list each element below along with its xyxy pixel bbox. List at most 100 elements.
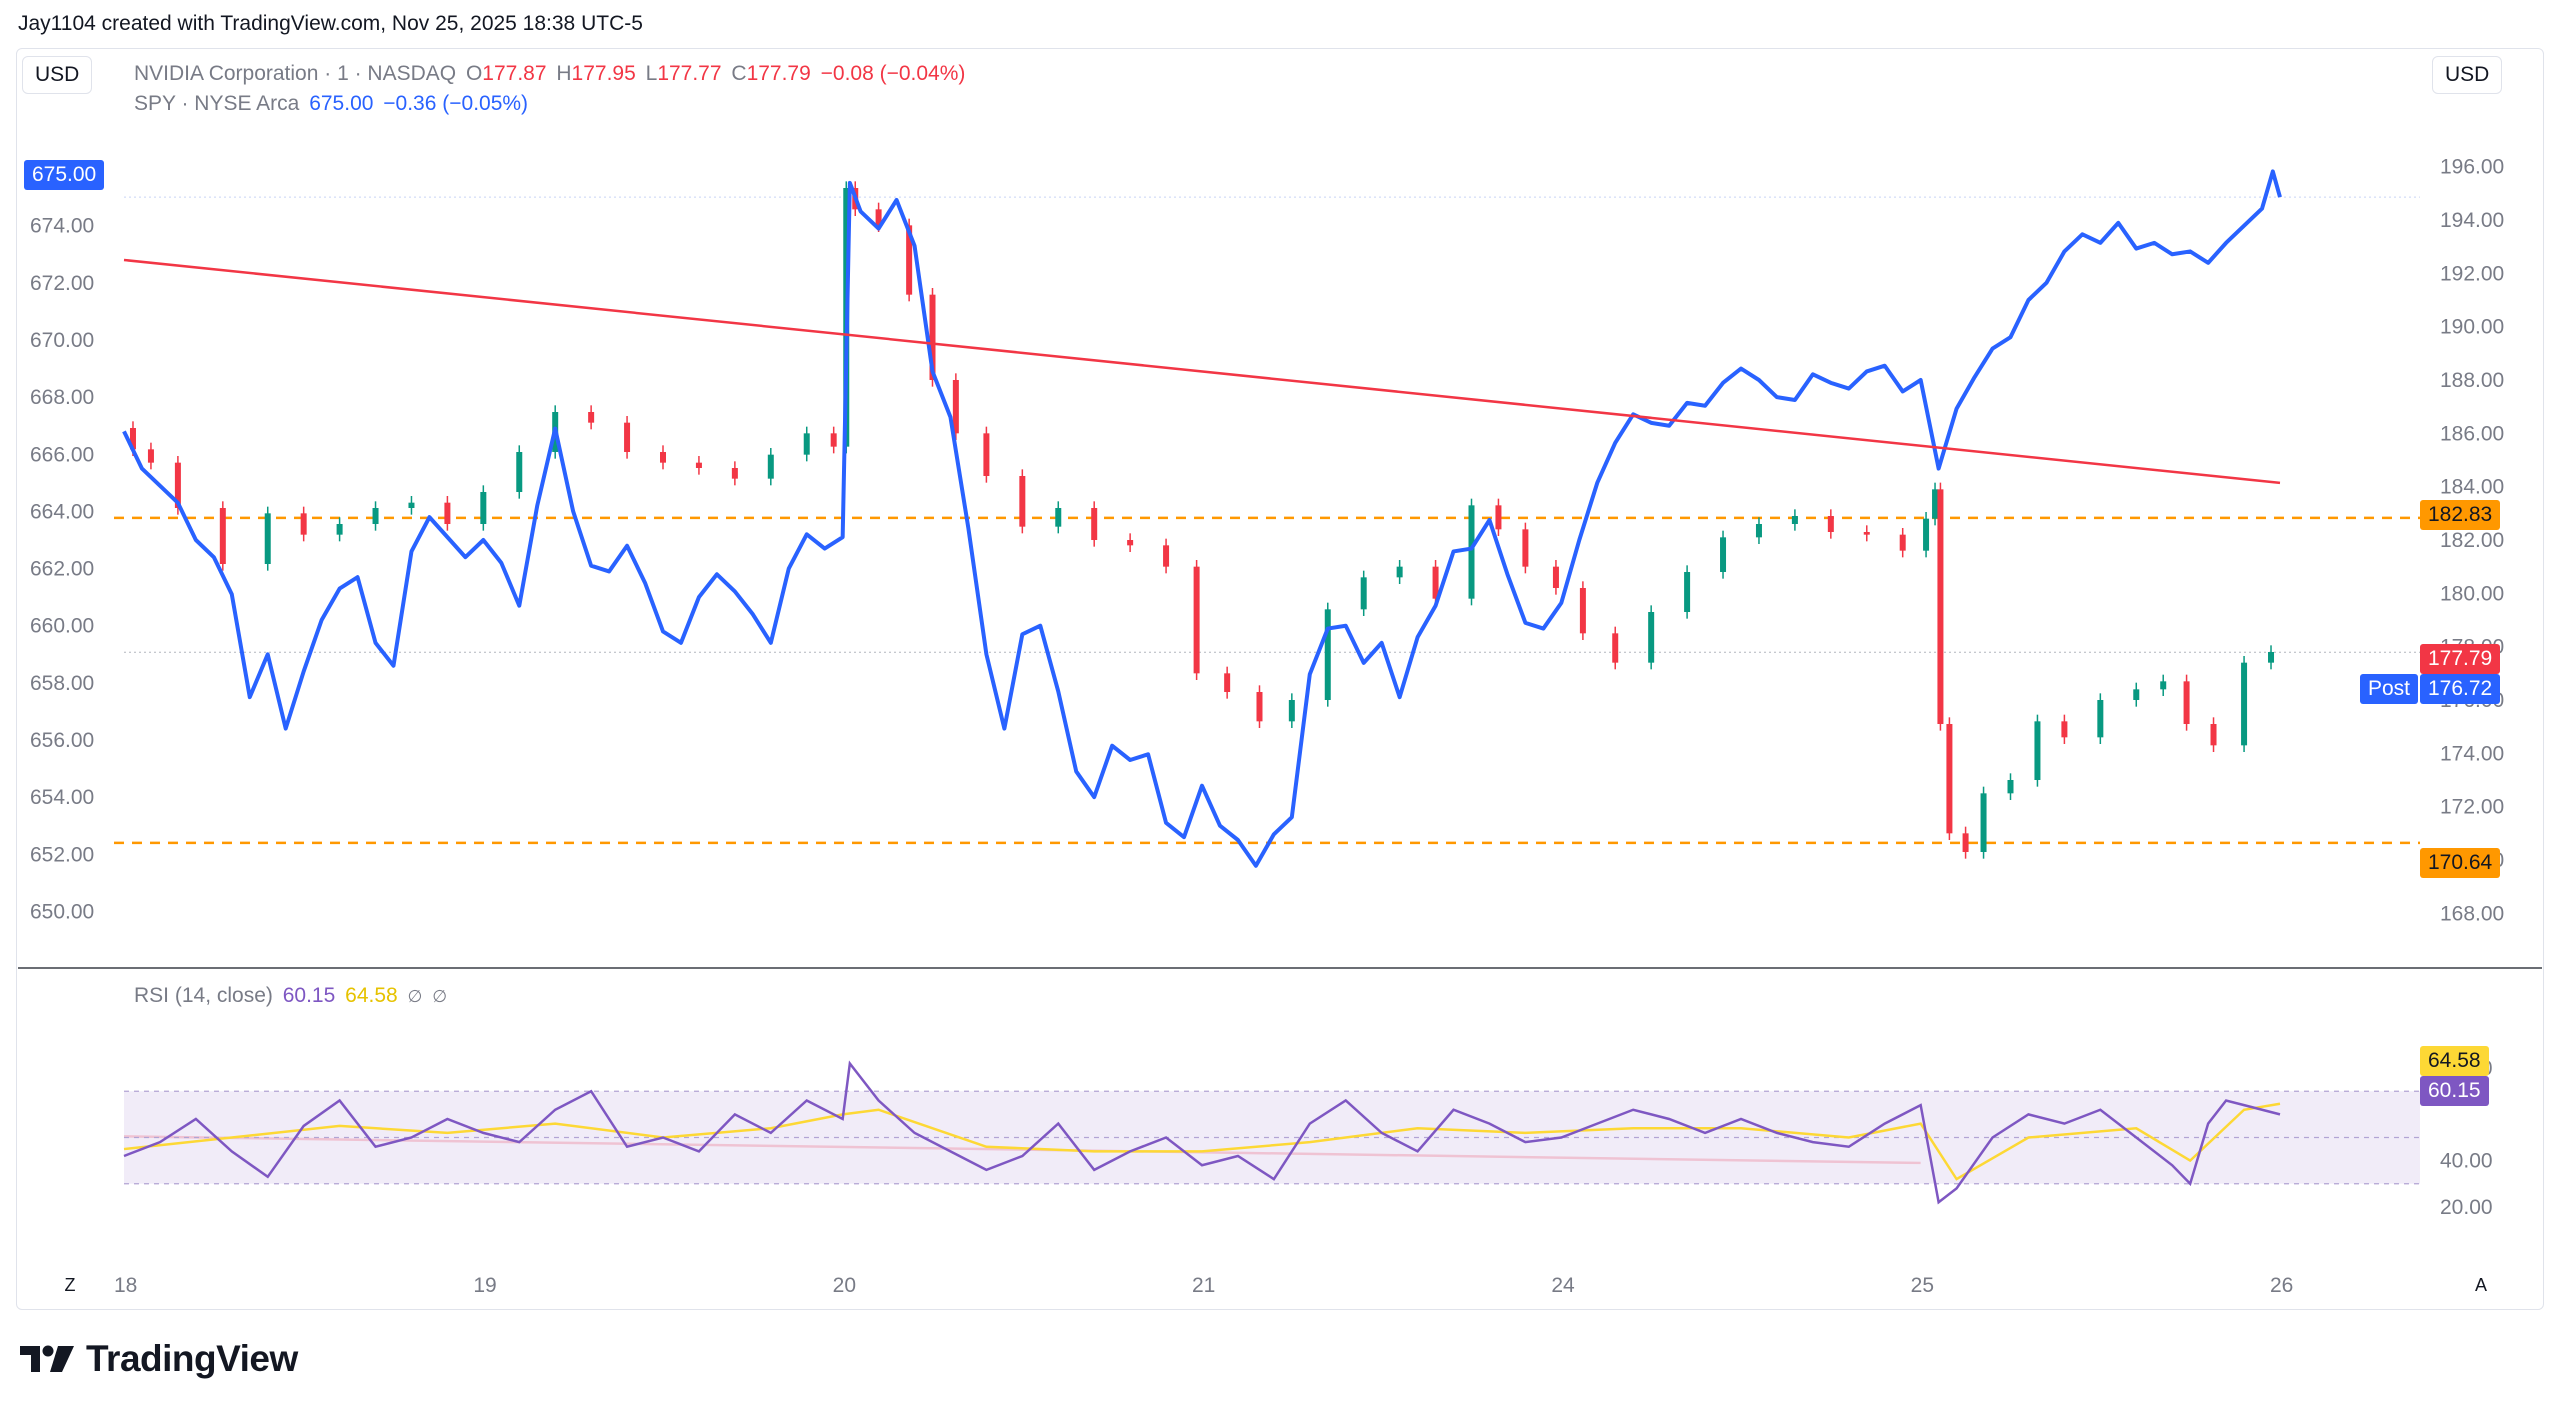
left-axis-tick-label: 664.00 [30, 500, 94, 523]
right-axis-tick-label: 168.00 [2440, 902, 2504, 925]
left-axis-tick-label: 654.00 [30, 786, 94, 809]
nvda-candle-body [372, 508, 379, 524]
high-value: 177.95 [571, 62, 636, 85]
nvda-candle-body [1946, 724, 1953, 834]
left-axis-tick-label: 662.00 [30, 558, 94, 581]
currency-left-button[interactable]: USD [22, 56, 93, 94]
nvda-candle-body [1863, 532, 1870, 535]
rsi-layer [123, 1060, 2420, 1205]
nvda-candle-body [2034, 721, 2041, 780]
nvda-candle-body [830, 433, 837, 447]
nvda-candle-body [2061, 721, 2068, 738]
nvda-candle-body [1827, 516, 1834, 532]
nvda-candle-body [660, 452, 666, 463]
right-axis-tick-label: 194.00 [2440, 209, 2504, 232]
x-axis-tick-label: 26 [2270, 1274, 2293, 1297]
nvda-candle-body [1980, 793, 1987, 852]
nvda-candle-body [1468, 505, 1475, 599]
rsi-value-tag: 60.15 [2420, 1076, 2489, 1106]
open-value: 177.87 [482, 62, 547, 85]
nvda-candle-body [147, 449, 154, 463]
nvda-candle-body [1937, 489, 1944, 724]
nvda-candle-body [1163, 545, 1170, 567]
nvda-candle-body [1224, 673, 1231, 692]
low-value: 177.77 [657, 62, 722, 85]
nvda-candle-body [516, 452, 523, 492]
nvda-candle-body [129, 428, 136, 450]
compare-value: 675.00 [309, 92, 374, 115]
nvda-candle-body [444, 502, 451, 524]
nvda-candle-body [1324, 609, 1331, 700]
nvda-candle-body [588, 412, 595, 423]
low-label: L [645, 62, 658, 85]
rsi-line [123, 1060, 2281, 1205]
rsi-extra-1: ∅ [407, 987, 423, 1006]
rsi-ma-value: 64.58 [345, 984, 398, 1007]
nvda-candle-body [408, 502, 415, 508]
nvda-candle-body [1396, 566, 1403, 578]
nvda-candle-body [1579, 588, 1586, 634]
x-axis-tick-label: 25 [1911, 1274, 1934, 1297]
nvda-candle-body [2268, 652, 2275, 663]
nvda-candle-body [929, 294, 936, 380]
nvda-candle-body [1256, 692, 1263, 722]
right-axis-tick-label: 190.00 [2440, 316, 2504, 339]
right-axis-tick-label: 196.00 [2440, 156, 2504, 179]
zoom-button[interactable]: Z [64, 1275, 76, 1295]
nvda-candle-body [1495, 505, 1502, 530]
tradingview-brand: TradingView [18, 1338, 298, 1380]
nvda-candle-body [174, 462, 181, 508]
post-market-price-tag: 176.72 [2420, 674, 2501, 704]
left-axis-tick-label: 674.00 [30, 215, 94, 238]
nvda-candles-layer [129, 181, 2275, 859]
rsi-legend: RSI (14, close) 60.15 64.58 ∅ ∅ [134, 984, 451, 1008]
nvda-candle-body [2160, 681, 2167, 690]
close-label: C [731, 62, 747, 85]
nvda-candle-body [1899, 534, 1906, 551]
rsi-name: RSI (14, close) [134, 984, 273, 1007]
nvda-candle-body [1522, 529, 1529, 567]
right-axis-tick-label: 180.00 [2440, 582, 2504, 605]
rsi-axis-tick-label: 40.00 [2440, 1150, 2493, 1173]
left-axis-tick-label: 670.00 [30, 329, 94, 352]
rsi-value: 60.15 [282, 984, 336, 1007]
brand-text: TradingView [86, 1338, 298, 1379]
right-axis-tick-label: 182.00 [2440, 529, 2504, 552]
change-value: −0.08 (−0.04%) [820, 62, 966, 85]
nvda-candle-body [2097, 700, 2104, 738]
compare-change: −0.36 (−0.05%) [383, 92, 529, 115]
auto-scale-button[interactable]: A [2474, 1275, 2487, 1295]
nvda-candle-body [1091, 508, 1098, 540]
nvda-candle-body [1648, 612, 1655, 663]
nvda-candle-body [1923, 518, 1930, 551]
nvda-candle-body [1288, 700, 1295, 722]
left-axis-tick-label: 660.00 [30, 615, 94, 638]
currency-right-button[interactable]: USD [2432, 56, 2503, 94]
nvda-candle-body [480, 492, 487, 524]
nvda-candle-body [803, 433, 810, 455]
spy-last-price-tag: 675.00 [24, 160, 105, 190]
post-market-label: Post [2360, 674, 2419, 704]
nvda-candle-body [983, 433, 990, 476]
nvda-candle-body [1055, 508, 1062, 527]
left-axis-tick-label: 656.00 [30, 729, 94, 752]
nvda-candle-body [624, 422, 631, 452]
nvda-candle-body [2007, 780, 2014, 794]
x-axis-tick-label: 19 [473, 1274, 496, 1297]
trendline-layer [123, 258, 2281, 1165]
rsi-ma-line [123, 1102, 2281, 1181]
rsi-axis-tick-label: 20.00 [2440, 1196, 2493, 1219]
nvda-candle-body [1193, 566, 1200, 674]
nvda-candle-body [219, 508, 226, 564]
nvda-candle-body [1127, 540, 1134, 546]
right-axis-tick-label: 184.00 [2440, 476, 2504, 499]
left-axis-tick-label: 666.00 [30, 443, 94, 466]
right-axis-tick-label: 172.00 [2440, 796, 2504, 819]
tradingview-logo-icon [20, 1345, 74, 1372]
left-axis-tick-label: 652.00 [30, 843, 94, 866]
resistance-level-tag: 182.83 [2420, 500, 2501, 530]
nvda-candle-body [906, 225, 913, 295]
nvda-candle-body [1791, 516, 1798, 524]
nvda-candle-body [1932, 489, 1939, 519]
